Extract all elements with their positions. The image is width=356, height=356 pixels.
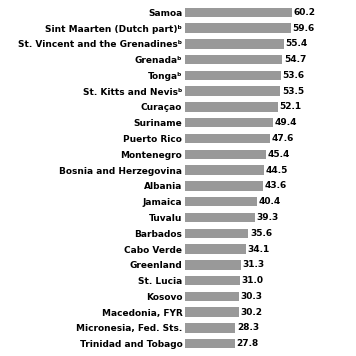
Text: 54.7: 54.7 (284, 55, 306, 64)
Bar (185, 292, 239, 301)
Bar (185, 244, 246, 254)
Text: 31.3: 31.3 (242, 260, 265, 269)
Bar (185, 229, 248, 238)
Bar (185, 323, 236, 333)
Text: 27.8: 27.8 (236, 339, 258, 348)
Text: 40.4: 40.4 (258, 197, 281, 206)
Text: 47.6: 47.6 (271, 134, 294, 143)
Bar (185, 166, 264, 175)
Text: 52.1: 52.1 (279, 103, 302, 111)
Text: 34.1: 34.1 (247, 245, 269, 253)
Bar (185, 181, 263, 190)
Bar (185, 339, 235, 349)
Bar (185, 134, 270, 143)
Text: 49.4: 49.4 (274, 118, 297, 127)
Text: 53.5: 53.5 (282, 87, 304, 96)
Text: 45.4: 45.4 (267, 150, 290, 159)
Bar (185, 7, 292, 17)
Text: 35.6: 35.6 (250, 229, 272, 238)
Text: 59.6: 59.6 (293, 23, 315, 32)
Bar (185, 276, 240, 286)
Text: 60.2: 60.2 (294, 8, 316, 17)
Bar (185, 118, 273, 127)
Bar (185, 87, 281, 96)
Bar (185, 55, 283, 64)
Text: 28.3: 28.3 (237, 324, 259, 333)
Bar (185, 308, 239, 317)
Text: 55.4: 55.4 (285, 39, 308, 48)
Text: 30.2: 30.2 (240, 308, 262, 317)
Text: 44.5: 44.5 (266, 166, 288, 174)
Bar (185, 260, 241, 269)
Bar (185, 102, 278, 112)
Text: 31.0: 31.0 (242, 276, 264, 285)
Text: 30.3: 30.3 (241, 292, 262, 301)
Text: 53.6: 53.6 (282, 71, 304, 80)
Bar (185, 150, 266, 159)
Bar (185, 23, 291, 33)
Bar (185, 213, 255, 222)
Bar (185, 39, 284, 48)
Bar (185, 70, 281, 80)
Bar (185, 197, 257, 206)
Text: 43.6: 43.6 (264, 182, 287, 190)
Text: 39.3: 39.3 (256, 213, 279, 222)
